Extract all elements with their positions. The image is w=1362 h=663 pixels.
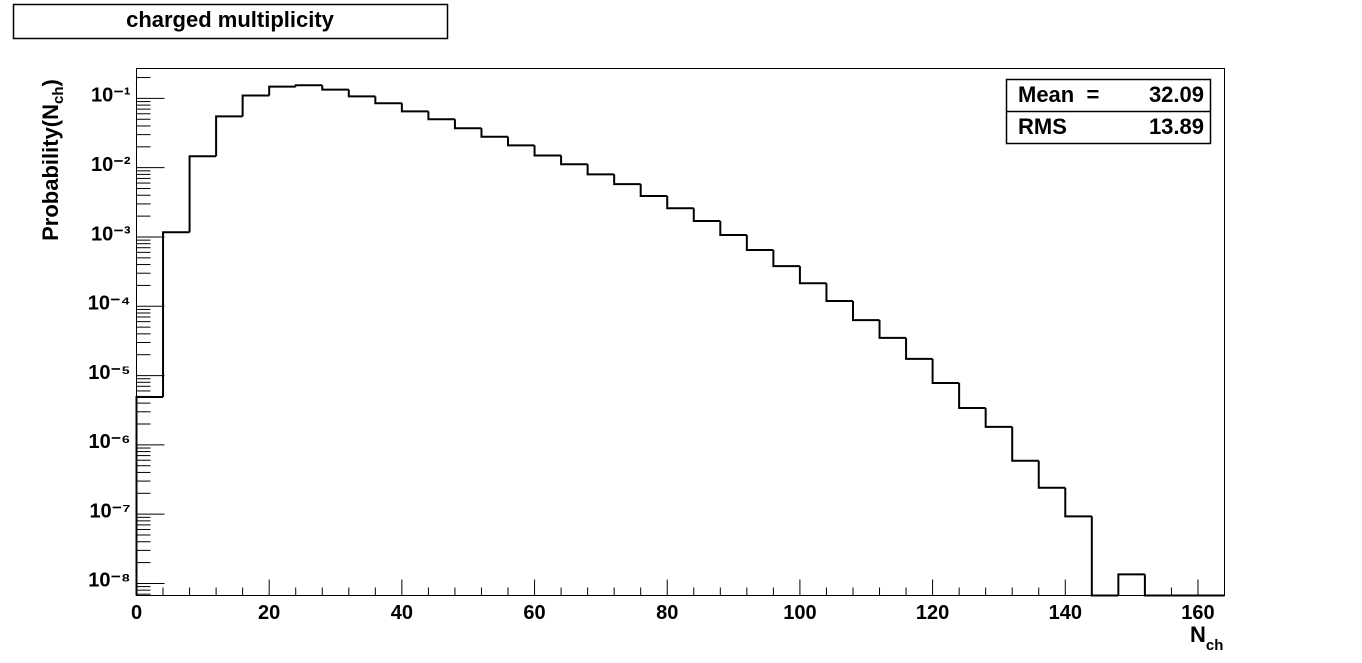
- histogram-bin: [480, 128, 509, 138]
- histogram-bin: [294, 84, 323, 87]
- histogram-bin: [1117, 573, 1145, 596]
- histogram-bin: [851, 301, 880, 322]
- y-axis-label: Probability(Nch): [38, 79, 67, 241]
- x-tick-label: 100: [783, 602, 816, 624]
- histogram-bin: [162, 231, 190, 398]
- histogram-bin: [905, 337, 933, 360]
- y-tick-label: 10⁻²: [91, 154, 131, 176]
- histogram-bin: [931, 358, 960, 385]
- histogram-bin: [772, 249, 800, 268]
- x-tick-label: 140: [1049, 602, 1082, 624]
- histogram-bin: [586, 164, 615, 176]
- histogram-bin: [666, 196, 694, 210]
- chart-title: charged multiplicity: [126, 7, 335, 32]
- x-label-main: N: [1190, 622, 1206, 647]
- histogram-bin: [215, 115, 243, 157]
- x-tick-label: 60: [523, 602, 545, 624]
- y-label-sub: ch: [50, 86, 67, 104]
- x-tick-label: 160: [1181, 602, 1214, 624]
- histogram-bin: [958, 383, 986, 410]
- histogram-bin: [878, 320, 907, 339]
- x-axis-label: Nch: [1190, 622, 1223, 654]
- y-label-main: Probability(N: [38, 104, 63, 241]
- histogram-bin: [241, 94, 270, 117]
- y-tick-label: 10⁻¹: [91, 85, 131, 107]
- stats-name: RMS: [1018, 114, 1067, 139]
- x-label-sub: ch: [1206, 637, 1224, 654]
- y-label-end: ): [38, 79, 63, 86]
- histogram-bin: [268, 85, 296, 96]
- histogram-bin: [321, 85, 349, 91]
- histogram-bin: [507, 136, 535, 147]
- histogram-bin: [188, 155, 217, 233]
- y-tick-label: 10⁻⁴: [88, 293, 131, 315]
- plot-frame: [136, 68, 1225, 596]
- stats-value: 13.89: [1149, 114, 1204, 139]
- histogram-bin: [719, 221, 747, 236]
- histogram-bin: [798, 266, 827, 285]
- x-tick-label: 20: [258, 602, 280, 624]
- title-box: [12, 3, 449, 40]
- histogram-bin: [374, 96, 402, 105]
- histogram-bin: [347, 89, 376, 98]
- histogram-bin: [692, 208, 721, 223]
- histogram-bin: [1037, 460, 1066, 489]
- histogram-bin: [560, 155, 588, 166]
- x-tick-label: 0: [131, 602, 142, 624]
- histogram-bin: [1143, 574, 1172, 597]
- y-tick-label: 10⁻³: [91, 223, 131, 245]
- histogram-bin: [613, 174, 641, 186]
- histogram-bin: [825, 283, 853, 303]
- x-tick-label: 120: [916, 602, 949, 624]
- stats-value: 32.09: [1149, 82, 1204, 107]
- stats-box: Mean = 32.09 RMS 13.89: [1005, 78, 1212, 145]
- y-tick-label: 10⁻⁷: [89, 500, 130, 522]
- histogram-bin: [453, 119, 482, 130]
- histogram-bin: [639, 184, 668, 198]
- x-tick-label: 80: [656, 602, 678, 624]
- stats-name: Mean =: [1018, 82, 1099, 107]
- histogram-bin: [533, 145, 562, 157]
- y-tick-label: 10⁻⁶: [88, 431, 130, 453]
- histogram-bin: [135, 396, 164, 596]
- histogram-bin: [1011, 426, 1039, 462]
- x-tick-label: 40: [391, 602, 413, 624]
- histogram-bin: [1064, 487, 1092, 518]
- histogram-bin: [1090, 516, 1119, 597]
- histogram-bin: [745, 234, 774, 251]
- histogram-bin: [427, 111, 455, 121]
- histogram-bin: [984, 408, 1013, 428]
- y-tick-label: 10⁻⁸: [88, 570, 130, 592]
- y-tick-label: 10⁻⁵: [88, 362, 130, 384]
- histogram-bin: [400, 103, 429, 113]
